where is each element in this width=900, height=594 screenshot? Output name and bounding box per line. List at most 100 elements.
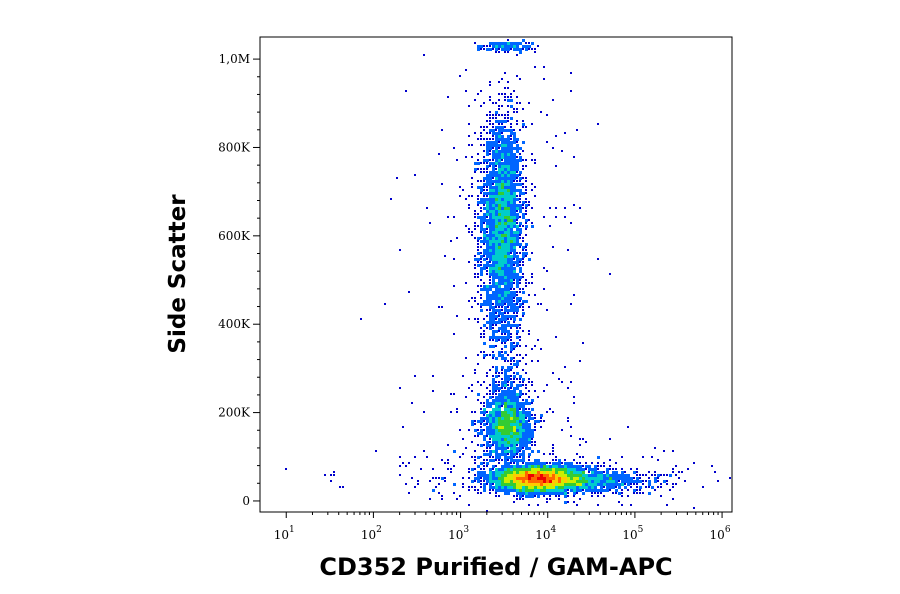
event-dot — [531, 474, 534, 477]
event-dot — [480, 444, 483, 447]
event-dot — [516, 384, 519, 387]
event-dot — [504, 453, 507, 456]
event-dot — [462, 483, 464, 485]
event-dot — [474, 429, 477, 432]
event-dot — [471, 186, 473, 188]
event-dot — [510, 318, 512, 320]
event-dot — [501, 237, 504, 240]
event-dot — [516, 327, 518, 329]
event-dot — [489, 45, 491, 47]
event-dot — [480, 471, 483, 474]
event-dot — [546, 462, 548, 464]
event-dot — [522, 438, 525, 441]
event-dot — [492, 378, 495, 381]
event-dot — [528, 462, 531, 465]
event-dot — [507, 339, 509, 341]
event-dot — [513, 432, 516, 435]
event-dot — [597, 465, 599, 467]
event-dot — [483, 129, 485, 131]
event-dot — [480, 402, 482, 404]
event-dot — [480, 135, 482, 137]
event-dot — [498, 264, 501, 267]
event-dot — [498, 141, 500, 143]
event-dot — [561, 477, 564, 480]
event-dot — [507, 411, 510, 414]
event-dot — [528, 378, 530, 380]
event-dot — [534, 444, 536, 446]
event-dot — [513, 264, 515, 266]
event-dot — [609, 474, 612, 477]
event-dot — [510, 228, 513, 231]
event-dot — [492, 483, 494, 485]
event-dot — [627, 489, 629, 491]
event-dot — [504, 477, 507, 480]
event-dot — [498, 186, 501, 189]
event-dot — [489, 213, 492, 216]
event-dot — [501, 327, 504, 330]
event-dot — [507, 390, 510, 393]
event-dot — [480, 198, 483, 201]
event-dot — [642, 483, 644, 485]
event-dot — [516, 444, 518, 446]
event-dot — [531, 486, 534, 489]
event-dot — [477, 354, 479, 356]
event-dot — [501, 426, 504, 429]
event-dot — [510, 171, 513, 174]
event-dot — [438, 153, 440, 155]
event-dot — [486, 177, 489, 180]
event-dot — [510, 159, 513, 162]
event-dot — [528, 381, 530, 383]
event-dot — [546, 384, 548, 386]
event-dot — [333, 474, 335, 476]
event-dot — [501, 330, 504, 333]
event-dot — [510, 351, 512, 353]
event-dot — [516, 480, 519, 483]
event-dot — [507, 81, 509, 83]
event-dot — [507, 117, 509, 119]
event-dot — [465, 69, 467, 71]
event-dot — [657, 474, 660, 477]
event-dot — [501, 249, 504, 252]
event-dot — [492, 396, 494, 398]
event-dot — [483, 303, 486, 306]
event-dot — [516, 162, 519, 165]
event-dot — [480, 429, 483, 432]
event-dot — [519, 432, 522, 435]
event-dot — [507, 180, 510, 183]
event-dot — [480, 228, 483, 231]
event-dot — [507, 417, 510, 420]
event-dot — [564, 501, 567, 504]
event-dot — [528, 426, 531, 429]
event-dot — [501, 210, 504, 213]
event-dot — [492, 114, 494, 116]
event-dot — [522, 120, 524, 122]
event-dot — [519, 468, 522, 471]
event-dot — [507, 333, 510, 336]
event-dot — [504, 120, 507, 123]
event-dot — [498, 45, 501, 48]
event-dot — [474, 489, 476, 491]
event-dot — [504, 252, 507, 255]
event-dot — [462, 477, 464, 479]
event-dot — [540, 480, 543, 483]
event-dot — [492, 312, 495, 315]
event-dot — [498, 321, 501, 324]
event-dot — [660, 483, 662, 485]
event-dot — [513, 468, 516, 471]
event-dot — [567, 480, 570, 483]
event-dot — [498, 279, 501, 282]
event-dot — [525, 486, 528, 489]
event-dot — [573, 396, 575, 398]
event-dot — [567, 486, 570, 489]
event-dot — [507, 336, 510, 339]
event-dot — [510, 243, 513, 246]
event-dot — [543, 390, 545, 392]
event-dot — [528, 48, 530, 50]
event-dot — [486, 201, 489, 204]
event-dot — [525, 480, 528, 483]
event-dot — [486, 183, 489, 186]
event-dot — [483, 330, 485, 332]
event-dot — [399, 387, 401, 389]
event-dot — [483, 168, 485, 170]
event-dot — [516, 363, 519, 366]
